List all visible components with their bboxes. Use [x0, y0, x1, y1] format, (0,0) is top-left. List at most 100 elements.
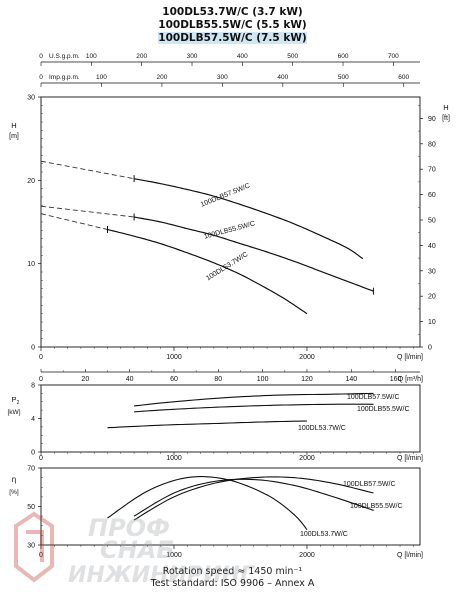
head-curve-dashed-100dl53-7w-c: [40, 213, 108, 230]
m3h-tick-label: 0: [39, 376, 43, 383]
mid-q-tick-label: 1000: [166, 455, 182, 462]
watermark-word-3: ИНЖИНИРИНГ: [68, 563, 255, 588]
efficiency-curve-label-100dlb55-5w-c: 100DLB55.5W/C: [350, 503, 403, 510]
efficiency-curve-100dlb55-5w-c: [133, 478, 375, 517]
head-ft-tick-label: 70: [428, 167, 436, 174]
m3h-tick-label: 60: [170, 376, 178, 383]
head-y-tick-label: 0: [31, 345, 35, 352]
chart-titles: 100DL53.7W/C (3.7 kW) 100DLB55.5W/C (5.5…: [0, 6, 465, 45]
power-y-tick-label: 8: [31, 383, 35, 390]
head-curve-100dl53-7w-c: [107, 228, 308, 315]
title-line-3: 100DLB57.5W/C (7.5 kW): [0, 32, 465, 45]
mid-q-tick-label: 0: [39, 455, 43, 462]
head-plot-frame: [40, 96, 421, 348]
m3h-tick-label: 40: [126, 376, 134, 383]
head-curve-dashed-100dlb55-5w-c: [40, 205, 135, 218]
mid-q-tick-label: 2000: [299, 455, 315, 462]
impgpm-tick-label: 600: [398, 74, 409, 81]
power-curve-label-100dl53-7w-c: 100DL53.7W/C: [298, 425, 346, 432]
head-ft-tick-label: 10: [428, 319, 436, 326]
head-ft-tick-label: 0: [428, 345, 432, 352]
head-ft-tick-label: 20: [428, 294, 436, 301]
m3h-tick-label: 100: [257, 376, 269, 383]
usgpm-tick-label: 500: [287, 53, 298, 60]
efficiency-curve-label-100dlb57-5w-c: 100DLB57.5W/C: [343, 481, 396, 488]
impgpm-tick-label: 300: [217, 74, 228, 81]
usgpm-tick-label: 600: [338, 53, 349, 60]
efficiency-x-tick-label: 1000: [166, 552, 182, 559]
usgpm-tick-label: 100: [86, 53, 97, 60]
usgpm-tick-label: 200: [136, 53, 147, 60]
power-y-tick-label: 0: [31, 450, 35, 457]
head-curve-100dlb57-5w-c: [133, 178, 364, 260]
m3h-tick-label: 140: [345, 376, 357, 383]
efficiency-y-tick-label: 50: [27, 504, 35, 511]
head-x-tick-label: 0: [39, 354, 43, 361]
head-x-tick-label: 2000: [299, 354, 315, 361]
efficiency-x-tick-label: 2000: [299, 552, 315, 559]
title-line-2: 100DLB55.5W/C (5.5 kW): [158, 19, 307, 31]
head-y-unit: [m]: [9, 133, 19, 140]
efficiency-y-unit: [%]: [9, 489, 19, 496]
power-curve-label-100dlb57-5w-c: 100DLB57.5W/C: [347, 394, 400, 401]
efficiency-x-tick-label: 0: [39, 552, 43, 559]
impgpm-tick-label-zero: 0: [39, 74, 43, 81]
usgpm-tick-label: 700: [388, 53, 399, 60]
head-y-tick-label: 20: [27, 178, 35, 185]
m3h-tick-label: 160: [390, 376, 402, 383]
head-curve-label-100dl53-7w-c: 100DL53.7W/C: [205, 251, 249, 282]
efficiency-curve-100dlb57-5w-c: [133, 476, 374, 521]
head-ft-tick-label: 60: [428, 192, 436, 199]
head-x-tick-label: 1000: [166, 354, 182, 361]
head-ft-label: H: [443, 103, 448, 112]
head-ft-tick-label: 80: [428, 141, 436, 148]
head-curve-label-100dlb55-5w-c: 100DLB55.5W/C: [203, 220, 256, 240]
title-line-3-text: 100DLB57.5W/C (7.5 kW): [158, 32, 307, 44]
head-ft-tick-label: 90: [428, 116, 436, 123]
impgpm-axis-label: Imp.g.p.m.: [49, 74, 80, 81]
efficiency-y-tick-label: 30: [27, 543, 35, 550]
efficiency-curve-100dl53-7w-c: [107, 476, 308, 530]
usgpm-tick-label: 400: [237, 53, 248, 60]
usgpm-tick-label-zero: 0: [39, 53, 43, 60]
head-curve-label-100dlb57-5w-c: 100DLB57.5W/C: [200, 183, 251, 209]
m3h-axis-label: Q [m³/h]: [398, 376, 423, 383]
head-curve-dashed-100dlb57-5w-c: [40, 160, 135, 180]
head-ft-tick-label: 40: [428, 243, 436, 250]
watermark-word-1: ПРОФ: [88, 514, 170, 542]
head-x-label: Q [l/min]: [397, 354, 423, 361]
head-ft-tick-label: 30: [428, 268, 436, 275]
efficiency-x-label: Q [l/min]: [397, 552, 423, 559]
m3h-tick-label: 20: [81, 376, 89, 383]
head-curve-100dlb55-5w-c: [133, 216, 374, 292]
impgpm-tick-label: 100: [96, 74, 107, 81]
impgpm-tick-label: 200: [156, 74, 167, 81]
head-y-tick-label: 30: [27, 95, 35, 102]
head-ft-unit: [ft]: [442, 115, 450, 122]
impgpm-tick-label: 500: [338, 74, 349, 81]
power-curve-100dl53-7w-c: [107, 420, 308, 429]
head-y-tick-label: 10: [27, 261, 35, 268]
m3h-tick-label: 120: [301, 376, 313, 383]
m3h-tick-label: 80: [214, 376, 222, 383]
usgpm-axis-label: U.S.g.p.m.: [49, 53, 80, 60]
head-ft-tick-label: 50: [428, 218, 436, 225]
head-y-label: H: [11, 121, 16, 130]
efficiency-curve-label-100dl53-7w-c: 100DL53.7W/C: [300, 531, 348, 538]
footer-test-standard: Test standard: ISO 9906 – Annex A: [150, 578, 315, 589]
power-y-label-sub: 2: [17, 400, 20, 406]
impgpm-tick-label: 400: [277, 74, 288, 81]
power-y-unit: [kW]: [8, 409, 21, 416]
usgpm-tick-label: 300: [187, 53, 198, 60]
footer-rotation-speed: Rotation speed ≈ 1450 min⁻¹: [162, 566, 303, 577]
watermark-word-2: СНАБ: [100, 536, 175, 564]
watermark-badge-outline: [14, 511, 54, 583]
power-curve-label-100dlb55-5w-c: 100DLB55.5W/C: [357, 406, 410, 413]
power-y-label: P: [11, 395, 16, 404]
mid-q-axis-label: Q [l/min]: [397, 455, 423, 462]
power-curve-100dlb57-5w-c: [134, 392, 374, 407]
power-curve-100dlb55-5w-c: [134, 403, 374, 413]
watermark-badge-inner: [26, 530, 44, 562]
efficiency-y-label: η: [12, 475, 16, 484]
